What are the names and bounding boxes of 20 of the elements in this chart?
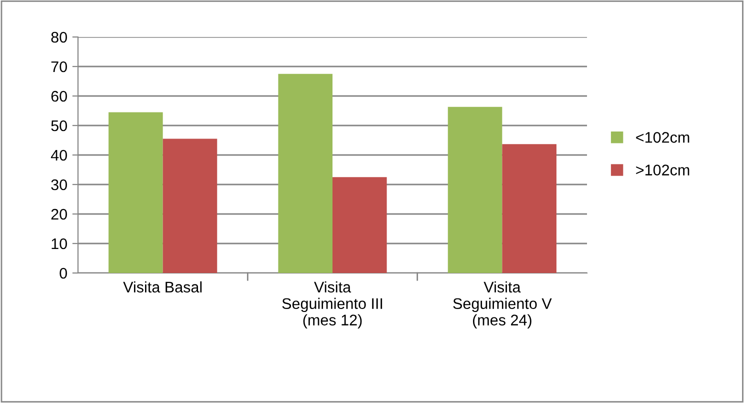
x-tick-label: Visita Seguimiento V (mes 24): [453, 281, 552, 328]
bar: [162, 138, 218, 273]
x-tick-label: Visita Basal: [123, 281, 202, 293]
bar: [278, 74, 332, 273]
bar: [332, 177, 387, 273]
bar: [502, 144, 556, 273]
y-tick-label: 60: [51, 90, 67, 102]
y-tick-label: 50: [51, 120, 67, 132]
y-tick-label: 10: [52, 238, 67, 250]
bar: [448, 106, 502, 273]
y-tick-label: 0: [60, 268, 67, 279]
y-tick-label: 40: [50, 150, 67, 161]
legend-label: >102cm: [636, 164, 690, 176]
y-tick-label: 70: [51, 61, 67, 72]
legend-label: <102cm: [636, 132, 690, 143]
y-tick-label: 20: [51, 208, 67, 220]
y-tick-label: 30: [51, 179, 67, 190]
x-tick-label: Visita Seguimiento III (mes 12): [282, 281, 382, 328]
bar: [108, 112, 163, 273]
y-tick-label: 80: [51, 32, 67, 43]
